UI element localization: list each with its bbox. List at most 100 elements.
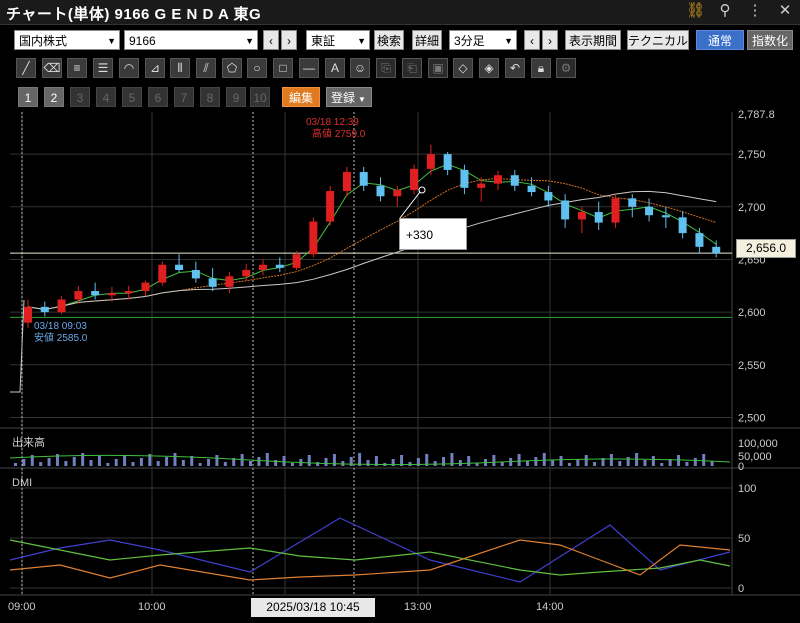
price-tick-label: 2,550 [738,360,766,372]
slant-tool-icon[interactable]: ⫽ [196,58,216,78]
time-tick-label: 09:00 [8,601,36,613]
volume-bar [660,463,664,466]
eraser-tool-icon[interactable]: ⌫ [42,58,62,78]
edit-button[interactable]: 編集 [282,87,320,107]
candle [24,306,32,323]
indicator-lines [10,163,717,393]
pentagon-tool-icon[interactable]: ⬠ [222,58,242,78]
candle [91,291,100,296]
prev-interval-button[interactable]: ‹ [524,30,540,50]
volume-bar [618,461,622,466]
line-tool-icon[interactable]: ╱ [16,58,36,78]
next-interval-button[interactable]: › [542,30,558,50]
rect-tool-icon[interactable]: □ [273,58,293,78]
register-button[interactable]: 登録 ▼ [326,87,372,107]
link-icon[interactable]: ⛓ [686,2,706,19]
detail-button[interactable]: 詳細 [412,30,442,50]
candle [259,264,267,270]
layout-tab-1[interactable]: 1 [18,87,38,107]
layout-tab-5[interactable]: 5 [122,87,142,107]
candle [141,282,150,292]
layout-tab-9[interactable]: 9 [226,87,246,107]
candle [208,278,217,287]
capture-tool-icon[interactable]: ▣ [428,58,448,78]
volume-tick-label: 50,000 [738,451,772,463]
time-tick-label: 10:00 [138,601,166,613]
lock-tool-icon[interactable]: 🔒︎ [531,58,551,78]
volume-bar [534,457,538,466]
candle [477,183,486,188]
volume-bar [324,458,328,466]
hline-tool-icon[interactable]: — [299,58,319,78]
volume-tick-label: 0 [738,461,744,473]
volume-bar [232,458,236,466]
volume-bar [492,455,496,466]
search-button[interactable]: 検索 [374,30,404,50]
candle [342,172,351,191]
candle [40,306,49,313]
hlines-tool-icon[interactable]: ≡ [67,58,87,78]
fan-tool-icon[interactable]: ⊿ [145,58,165,78]
prev-symbol-button[interactable]: ‹ [263,30,279,50]
layout-tab-7[interactable]: 7 [174,87,194,107]
volume-bar [475,463,479,466]
volume-bar [651,456,655,466]
copy-tool-icon[interactable]: ⎘ [376,58,396,78]
layout-tab-8[interactable]: 8 [200,87,220,107]
high-annotation: 03/18 12:39 高値 2759.0 [306,117,365,141]
search-icon[interactable]: ⚲ [719,2,731,19]
layout-tab-4[interactable]: 4 [96,87,116,107]
plus-di-line [9,539,731,581]
paste-tool-icon[interactable]: ⎗ [402,58,422,78]
volume-bar [425,454,429,466]
candle [376,185,385,197]
volume-bar [400,455,404,466]
code-select[interactable]: 9166 ▼ [124,30,258,50]
layout-tab-2[interactable]: 2 [44,87,64,107]
chevron-down-icon: ▼ [107,36,116,46]
volume-bar [106,463,110,466]
candle [275,264,284,268]
undo-tool-icon[interactable]: ↶ [505,58,525,78]
tag-tool-icon[interactable]: ◇ [453,58,473,78]
layout-tab-6[interactable]: 6 [148,87,168,107]
index-mode-button[interactable]: 指数化 [747,30,793,50]
low-price: 安値 2585.0 [34,333,88,344]
market-select[interactable]: 国内株式 ▼ [14,30,120,50]
market-select-value: 国内株式 [19,34,68,48]
volume-bar [416,458,420,466]
exchange-select-value: 東証 [311,34,336,48]
candle [628,198,637,207]
display-period-button[interactable]: 表示期間 [565,30,621,50]
volume-bar [408,462,412,466]
layout-tab-3[interactable]: 3 [70,87,90,107]
volume-bar [114,459,118,466]
gear-icon[interactable]: ⚙ [556,58,576,78]
ma-long-start [10,299,25,393]
text-tool-icon[interactable]: A [325,58,345,78]
next-symbol-button[interactable]: › [281,30,297,50]
candle [191,270,200,279]
candle [611,198,620,223]
fib-tool-icon[interactable]: ☰ [93,58,113,78]
volume-bar [165,457,169,466]
vlines-tool-icon[interactable]: ⦀ [170,58,190,78]
volume-bar [274,460,278,466]
interval-select[interactable]: 3分足 ▼ [449,30,517,50]
layout-tab-10[interactable]: 10 [250,87,270,107]
technical-button[interactable]: テクニカル [627,30,689,50]
more-icon[interactable]: ⋮ [747,2,763,19]
circle-tool-icon[interactable]: ○ [247,58,267,78]
arc-tool-icon[interactable]: ◠ [119,58,139,78]
volume-bar [391,459,395,466]
low-annotation: 03/18 09:03 安値 2585.0 [34,321,87,345]
normal-mode-button[interactable]: 通常 [696,30,744,50]
emoji-tool-icon[interactable]: ☺ [350,58,370,78]
cursor-time-tag: 2025/03/18 10:45 [251,598,375,617]
time-tick-label: 13:00 [404,601,432,613]
tag2-tool-icon[interactable]: ◈ [479,58,499,78]
dmi-tick-label: 0 [738,583,744,595]
exchange-select[interactable]: 東証 ▼ [306,30,370,50]
close-icon[interactable]: ✕ [778,2,792,19]
